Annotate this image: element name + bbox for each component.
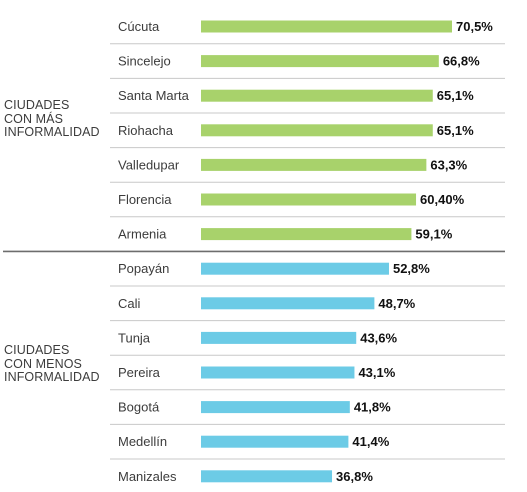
value-label-santa-marta: 65,1% xyxy=(437,88,474,103)
bar-valledupar xyxy=(201,158,427,171)
city-label-tunja: Tunja xyxy=(118,330,151,345)
group-label-more-line-2: CON MÁS xyxy=(4,111,64,126)
value-label-pereira: 43,1% xyxy=(358,365,395,380)
city-label-santa-marta: Santa Marta xyxy=(118,88,190,103)
value-label-florencia: 60,40% xyxy=(420,192,465,207)
bar-armenia xyxy=(201,228,412,241)
group-label-less-line-1: CIUDADES xyxy=(4,343,70,357)
group-label-less-line-3: INFORMALIDAD xyxy=(4,370,100,384)
value-label-cucuta: 70,5% xyxy=(456,19,493,34)
city-label-sincelejo: Sincelejo xyxy=(118,54,171,69)
city-label-pereira: Pereira xyxy=(118,365,161,380)
bar-santa-marta xyxy=(201,89,433,102)
city-label-cucuta: Cúcuta xyxy=(118,19,160,34)
value-label-bogota: 41,8% xyxy=(354,400,391,415)
city-label-armenia: Armenia xyxy=(118,227,167,242)
city-label-cali: Cali xyxy=(118,296,141,311)
group-label-more-line-1: CIUDADES xyxy=(4,98,70,112)
value-label-manizales: 36,8% xyxy=(336,469,373,484)
bar-florencia xyxy=(201,193,417,206)
group-label-more-line-3: INFORMALIDAD xyxy=(4,125,100,139)
group-label-more-informality: CIUDADES CON MÁS INFORMALIDAD xyxy=(4,98,100,140)
bar-medellin xyxy=(201,435,349,448)
city-label-bogota: Bogotá xyxy=(118,400,160,415)
bar-riohacha xyxy=(201,124,433,137)
value-label-valledupar: 63,3% xyxy=(430,157,467,172)
value-label-sincelejo: 66,8% xyxy=(443,54,480,69)
value-label-popayan: 52,8% xyxy=(393,261,430,276)
city-label-valledupar: Valledupar xyxy=(118,157,180,172)
bar-cali xyxy=(201,297,375,310)
group-label-less-informality: CIUDADES CON MENOS INFORMALIDAD xyxy=(4,343,100,385)
city-label-manizales: Manizales xyxy=(118,469,177,484)
value-label-riohacha: 65,1% xyxy=(437,123,474,138)
city-label-popayan: Popayán xyxy=(118,261,169,276)
bar-cucuta xyxy=(201,20,452,33)
bar-popayan xyxy=(201,262,389,275)
value-label-armenia: 59,1% xyxy=(415,227,452,242)
group-label-less-line-2: CON MENOS xyxy=(4,356,82,371)
value-label-medellin: 41,4% xyxy=(352,434,389,449)
value-label-cali: 48,7% xyxy=(378,296,415,311)
bar-tunja xyxy=(201,331,357,344)
city-label-riohacha: Riohacha xyxy=(118,123,174,138)
bar-sincelejo xyxy=(201,55,439,68)
bar-manizales xyxy=(201,470,333,483)
bar-bogota xyxy=(201,401,350,414)
value-label-tunja: 43,6% xyxy=(360,330,397,345)
city-label-florencia: Florencia xyxy=(118,192,172,207)
bar-pereira xyxy=(201,366,355,379)
city-label-medellin: Medellín xyxy=(118,434,167,449)
